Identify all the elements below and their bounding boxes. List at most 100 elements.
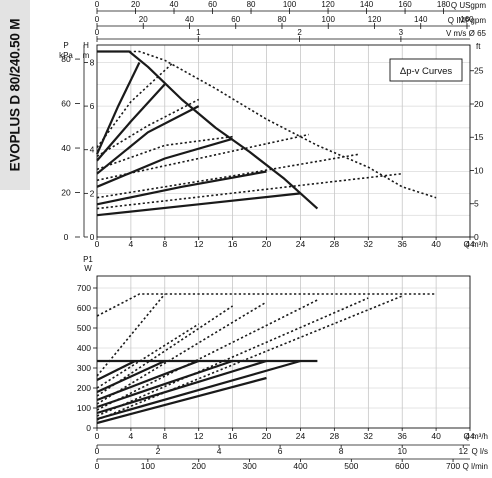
top-axis-tick-label: 80 xyxy=(247,0,256,9)
bottom-axis-tick-label: 12 xyxy=(194,431,204,441)
p-axis-tick-label: 60 xyxy=(61,99,71,109)
top-axis-tick-label: 100 xyxy=(283,0,297,9)
power-curve-solid-6 xyxy=(96,359,301,421)
top-axis-tick-label: 160 xyxy=(398,0,412,9)
ft-axis-tick-label: 15 xyxy=(474,132,484,142)
curve-solid-5 xyxy=(96,192,301,217)
top-axis-tick-label: 140 xyxy=(414,15,428,24)
ft-axis-tick-label: 5 xyxy=(474,199,479,209)
curve-dotted-7 xyxy=(96,61,174,148)
ft-axis-tick-label: 10 xyxy=(474,165,484,175)
p-axis-tick-label: 80 xyxy=(61,54,71,64)
x-axis-tick-label: 16 xyxy=(228,239,238,249)
bottom-axis-tick-label: 0 xyxy=(95,446,100,456)
bottom-axis-tick-label: 10 xyxy=(397,446,407,456)
bottom-axis-tick-label: 2 xyxy=(156,446,161,456)
top-axis-tick-label: 40 xyxy=(170,0,179,9)
p1-axis-tick-label: 500 xyxy=(77,323,91,333)
power-curve-dotted-10 xyxy=(96,323,200,389)
curve-dotted-9 xyxy=(96,135,233,171)
top-axis-tick-label: 20 xyxy=(131,0,140,9)
bottom-axis-tick-label: 100 xyxy=(141,461,155,471)
x-axis-tick-label: 36 xyxy=(397,239,407,249)
legend-box xyxy=(389,58,463,82)
top-axis-tick-label: 20 xyxy=(139,15,148,24)
power-curve-dotted-14 xyxy=(96,297,369,417)
x-axis-tick-label: 4 xyxy=(129,239,134,249)
curve-solid-0 xyxy=(95,62,141,155)
bottom-axis-tick-label: 8 xyxy=(339,446,344,456)
top-axis-tick-label: 160 xyxy=(460,15,474,24)
bottom-axis-label: Q l/s xyxy=(472,447,488,456)
curve-dotted-12 xyxy=(96,172,403,210)
h-axis-tick-label: 8 xyxy=(90,57,95,67)
p1-axis-tick-label: 400 xyxy=(77,343,91,353)
curve-solid-6 xyxy=(97,50,319,210)
x-axis-tick-label: 12 xyxy=(194,239,204,249)
power-curve-dotted-9 xyxy=(96,293,166,377)
top-axis-tick-label: 60 xyxy=(231,15,240,24)
bottom-axis-tick-label: 0 xyxy=(95,461,100,471)
ft-axis-unit: ft xyxy=(476,42,481,51)
top-axis-tick-label: 0 xyxy=(95,0,100,9)
bottom-axis-tick-label: 200 xyxy=(192,461,206,471)
top-axis-tick-label: 60 xyxy=(208,0,217,9)
x-axis-tick-label: 24 xyxy=(296,239,306,249)
ft-axis-tick-label: 25 xyxy=(474,66,484,76)
p1-axis-tick-label: 700 xyxy=(77,283,91,293)
top-axis-label: Q IMPgpm xyxy=(448,16,487,25)
h-axis-tick-label: 6 xyxy=(90,101,95,111)
p1-axis-unit: W xyxy=(84,264,92,273)
product-label-bar: EVOPLUS D 80/240.50 M xyxy=(0,0,30,190)
curve-solid-2 xyxy=(96,105,200,175)
bottom-axis-tick-label: 300 xyxy=(242,461,256,471)
x-axis-tick-label: 32 xyxy=(364,239,374,249)
bottom-axis-tick-label: 24 xyxy=(296,431,306,441)
bottom-axis-tick-label: 0 xyxy=(95,431,100,441)
bottom-axis-tick-label: 16 xyxy=(228,431,238,441)
top-axis-tick-label: 2 xyxy=(297,28,302,37)
top-axis-tick-label: 180 xyxy=(437,0,451,9)
curve-dotted-8 xyxy=(96,98,200,157)
bottom-axis-tick-label: 32 xyxy=(364,431,374,441)
bottom-axis-tick-label: 700 xyxy=(446,461,460,471)
top-axis-label: V m/s Ø 65 xyxy=(446,29,487,38)
top-axis-label: Q USgpm xyxy=(451,1,486,10)
bottom-axis-tick-label: 600 xyxy=(395,461,409,471)
ft-axis-tick-label: 20 xyxy=(474,99,484,109)
top-axis-tick-label: 120 xyxy=(321,0,335,9)
top-axis-tick-label: 0 xyxy=(95,15,100,24)
p-axis-tick-label: 20 xyxy=(61,188,71,198)
x-axis-tick-label: 8 xyxy=(162,239,167,249)
top-axis-tick-label: 80 xyxy=(278,15,287,24)
curve-solid-4 xyxy=(96,170,267,206)
x-axis-tick-label: 40 xyxy=(431,239,441,249)
bottom-axis-tick-label: 28 xyxy=(330,431,340,441)
ft-axis-tick-label: 0 xyxy=(474,232,479,242)
top-axis-tick-label: 100 xyxy=(322,15,336,24)
top-axis-tick-label: 40 xyxy=(185,15,194,24)
bottom-axis-tick-label: 6 xyxy=(278,446,283,456)
curve-dotted-11 xyxy=(96,153,360,199)
curve-solid-3 xyxy=(96,137,233,188)
p-axis-tick-label: 40 xyxy=(61,143,71,153)
h-axis-tick-label: 4 xyxy=(90,145,95,155)
x-axis-tick-label: 20 xyxy=(262,239,272,249)
h-axis-tick-label: 0 xyxy=(90,232,95,242)
bottom-axis-tick-label: 20 xyxy=(262,431,272,441)
h-axis-tick-label: 2 xyxy=(90,188,95,198)
bottom-axis-tick-label: 400 xyxy=(293,461,307,471)
bottom-axis-label: Q m³/h xyxy=(464,432,488,441)
x-axis-label: Q m³/h xyxy=(464,240,488,249)
chart2-frame xyxy=(96,275,471,429)
p-axis-unit-top: P xyxy=(63,41,68,50)
p1-axis-tick-label: 0 xyxy=(86,423,91,433)
bottom-axis-label: Q l/min xyxy=(463,462,488,471)
x-axis-tick-label: 44 xyxy=(465,239,475,249)
p-axis-tick-label: 0 xyxy=(64,232,69,242)
power-curve-dotted-8 xyxy=(96,293,437,317)
top-axis-tick-label: 0 xyxy=(95,28,100,37)
bottom-axis-tick-label: 36 xyxy=(397,431,407,441)
top-axis-tick-label: 1 xyxy=(196,28,201,37)
bottom-axis-tick-label: 4 xyxy=(129,431,134,441)
